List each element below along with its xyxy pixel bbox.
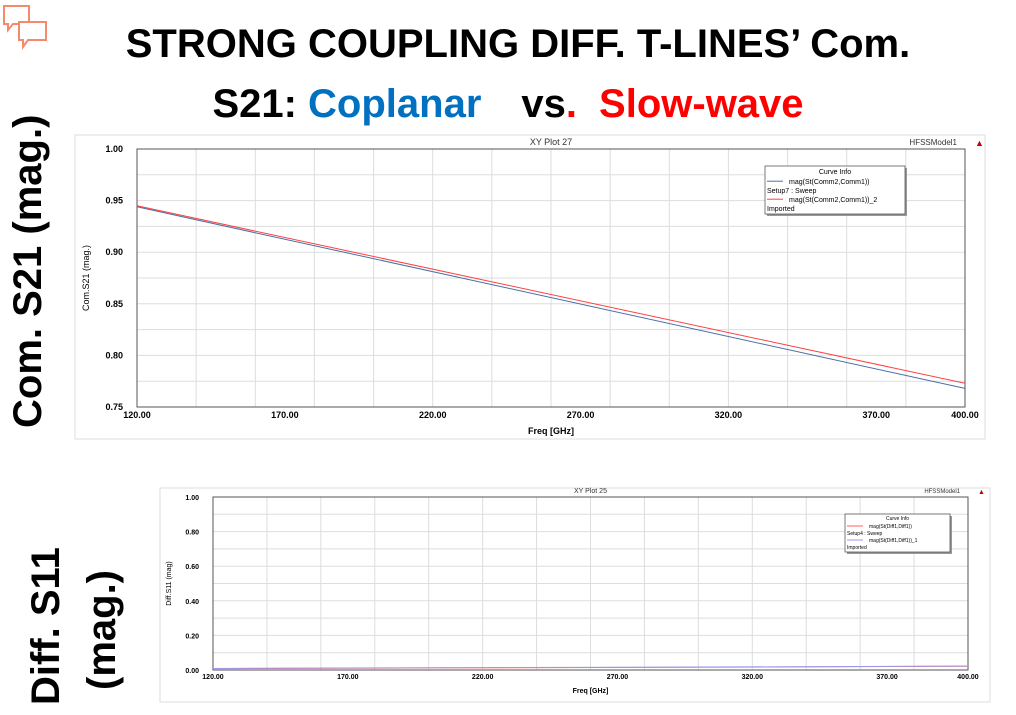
y-tick-label: 0.95 xyxy=(105,196,123,206)
y-axis-label: Diff.S11 (mag) xyxy=(166,561,173,605)
chart-title: XY Plot 27 xyxy=(530,137,572,147)
legend-box xyxy=(844,513,951,553)
y-tick-label: 1.00 xyxy=(105,144,123,154)
x-tick-label: 320.00 xyxy=(742,674,764,681)
legend-entry: mag(St(Comm2,Comm1)) xyxy=(789,179,870,186)
legend-box xyxy=(764,165,906,215)
y-axis-label: Com.S21 (mag.) xyxy=(81,245,91,311)
x-tick-label: 370.00 xyxy=(876,674,898,681)
legend-entry-sub: Imported xyxy=(847,545,867,551)
side-label-bottom-1: Diff. S11 xyxy=(24,547,68,705)
speech-bubbles-icon xyxy=(3,5,47,51)
y-tick-label: 0.40 xyxy=(185,599,199,606)
slide-title-line1: STRONG COUPLING DIFF. T-LINES’ Com. xyxy=(125,22,911,66)
x-tick-label: 170.00 xyxy=(337,674,359,681)
legend-title: Curve Info xyxy=(819,169,851,176)
y-tick-label: 0.85 xyxy=(105,299,123,309)
model-label: HFSSModel1 xyxy=(909,138,957,147)
x-axis-label: Freq [GHz] xyxy=(528,426,574,436)
y-tick-label: 1.00 xyxy=(185,495,199,502)
x-tick-label: 120.00 xyxy=(123,410,151,420)
marker-triangle-icon: ▲ xyxy=(978,489,985,496)
y-tick-label: 0.00 xyxy=(185,668,199,675)
title-vs: vs xyxy=(521,82,566,126)
title-coplanar: Coplanar xyxy=(308,82,482,126)
x-tick-label: 400.00 xyxy=(951,410,979,420)
y-tick-label: 0.80 xyxy=(105,350,123,360)
series-line xyxy=(136,206,966,389)
legend-entry: mag(St(Comm2,Comm1))_2 xyxy=(789,197,877,204)
legend-title: Curve Info xyxy=(886,516,909,522)
x-tick-label: 120.00 xyxy=(202,674,224,681)
y-tick-label: 0.80 xyxy=(185,530,199,537)
chart-diff-s11: XY Plot 25 HFSSModel1 ▲ 120.00 170.00 220.00 2… xyxy=(159,487,991,703)
legend-entry: mag(St(Diff1,Diff1)) xyxy=(869,524,912,530)
chart-com-s21: XY Plot 27 HFSSModel1 ▲ 120.00 170.00 220.00 2… xyxy=(74,134,986,440)
x-tick-label: 400.00 xyxy=(957,674,979,681)
plot-area xyxy=(136,148,966,408)
side-label-bottom-2: (mag.) xyxy=(80,570,124,690)
x-tick-label: 270.00 xyxy=(607,674,629,681)
chart-title: XY Plot 25 xyxy=(574,488,607,495)
model-label: HFSSModel1 xyxy=(924,489,960,495)
legend-entry-sub: Imported xyxy=(767,206,795,213)
legend-entry-sub: Setup4 : Sweep xyxy=(847,531,883,537)
x-axis-label: Freq [GHz] xyxy=(573,688,609,695)
y-tick-label: 0.20 xyxy=(185,633,199,640)
title-slowwave: Slow-wave xyxy=(599,82,804,126)
side-label-top: Com. S21 (mag.) xyxy=(6,114,50,428)
title-dot: . xyxy=(565,82,578,126)
x-tick-label: 370.00 xyxy=(863,410,891,420)
y-tick-label: 0.75 xyxy=(105,402,123,412)
plot-area xyxy=(212,496,969,671)
x-tick-label: 320.00 xyxy=(715,410,743,420)
series-line xyxy=(136,205,966,384)
legend-entry-sub: Setup7 : Sweep xyxy=(767,188,817,195)
y-tick-label: 0.90 xyxy=(105,247,123,257)
y-tick-label: 0.60 xyxy=(185,564,199,571)
x-tick-label: 220.00 xyxy=(419,410,447,420)
x-tick-label: 220.00 xyxy=(472,674,494,681)
series-line xyxy=(212,665,969,669)
title-prefix: S21: xyxy=(212,82,309,126)
x-tick-label: 170.00 xyxy=(271,410,299,420)
slide-title-line2: S21: Coplanar vs. Slow-wave xyxy=(0,82,1016,127)
marker-triangle-icon: ▲ xyxy=(975,138,984,148)
legend-entry: mag(St(Diff1,Diff1))_1 xyxy=(869,538,918,544)
x-tick-label: 270.00 xyxy=(567,410,595,420)
